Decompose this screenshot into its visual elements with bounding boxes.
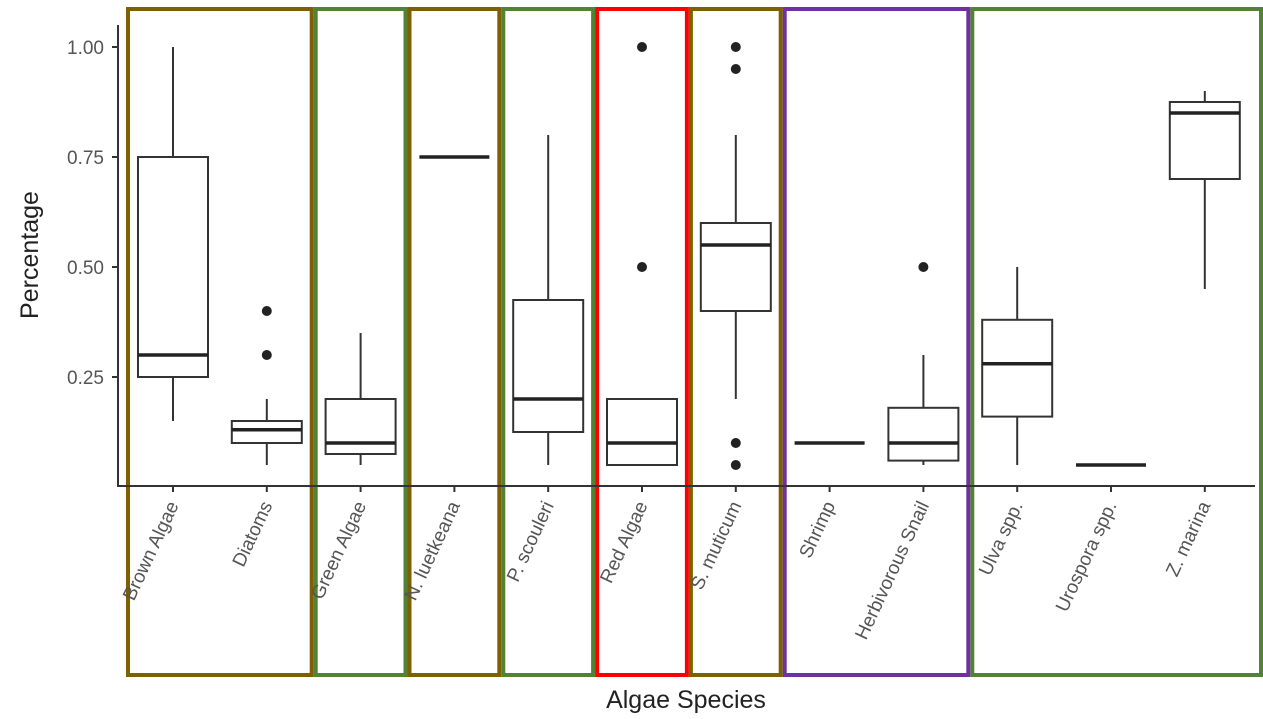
outlier-point — [730, 64, 741, 74]
x-tick-label: Red Algae — [596, 498, 652, 586]
box-iqr — [981, 318, 1054, 418]
box-herbivorous-snail — [887, 262, 960, 465]
outlier-point — [637, 262, 647, 272]
box-iqr — [324, 398, 397, 455]
box-iqr — [887, 406, 960, 462]
outlier-point — [918, 262, 929, 272]
box-green-algae — [324, 333, 397, 465]
y-tick-label: 0.50 — [67, 258, 104, 279]
x-tick-label: Ulva spp. — [975, 498, 1028, 579]
y-axis-title: Percentage — [16, 191, 44, 319]
group-box-5 — [688, 7, 783, 677]
outlier-point — [730, 438, 741, 448]
axes — [117, 25, 1255, 487]
outlier-point — [637, 42, 647, 52]
box-iqr — [230, 420, 303, 444]
box-red-algae — [606, 42, 678, 466]
y-tick-label: 0.25 — [67, 368, 104, 389]
group-box-4 — [595, 7, 689, 677]
x-tick-label: Urospora spp. — [1052, 498, 1121, 615]
box-iqr — [1168, 101, 1241, 180]
box-iqr — [512, 299, 585, 433]
box-iqr — [699, 222, 772, 312]
box-brown-algae — [137, 47, 209, 421]
y-ticks: 0.25 0.50 0.75 1.00 — [67, 38, 118, 389]
x-tick-label: Shrimp — [796, 498, 840, 561]
outlier-point — [730, 460, 741, 470]
outlier-point — [730, 42, 741, 52]
outlier-point — [261, 306, 272, 316]
box-z-marina — [1168, 91, 1241, 289]
x-tick-labels: Brown Algae Diatoms Green Algae N. luetkean… — [119, 486, 1216, 643]
x-tick-label: Z. marina — [1162, 498, 1215, 580]
box-s-muticum — [699, 42, 772, 470]
outlier-point — [261, 350, 272, 360]
y-tick-label: 1.00 — [67, 38, 104, 59]
box-ulva-spp — [981, 267, 1054, 465]
x-tick-label: P. scouleri — [503, 498, 558, 585]
box-diatoms — [230, 306, 303, 465]
box-p-scouleri — [512, 135, 585, 465]
group-box-6 — [782, 7, 971, 677]
x-tick-label: S. muticum — [687, 498, 746, 593]
group-box-0 — [126, 7, 314, 677]
y-tick-label: 0.75 — [67, 148, 104, 169]
boxes — [137, 42, 1241, 470]
group-box-7 — [970, 7, 1263, 677]
x-tick-label: Herbivorous Snail — [852, 498, 934, 643]
box-iqr — [137, 156, 209, 378]
group-highlight-boxes — [126, 7, 1263, 677]
x-tick-label: Diatoms — [229, 498, 277, 570]
x-axis-title: Algae Species — [606, 686, 766, 714]
group-box-2 — [407, 7, 502, 677]
box-iqr — [606, 398, 678, 466]
group-box-3 — [501, 7, 596, 677]
group-box-1 — [313, 7, 408, 677]
